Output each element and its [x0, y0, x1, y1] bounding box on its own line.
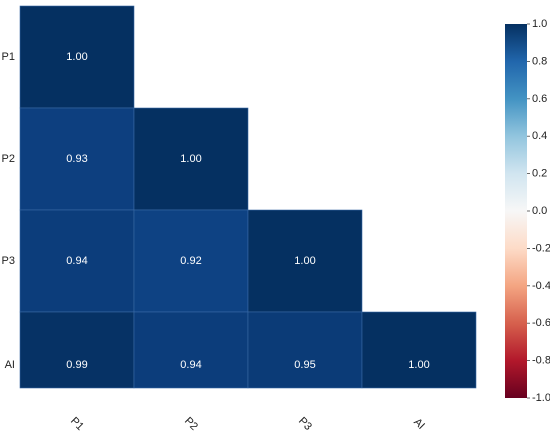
colorbar-tick-label: 0.0	[532, 205, 547, 217]
cell-value-label-ai-p1: 0.99	[66, 359, 87, 371]
cell-value-label-p1-p1: 1.00	[66, 51, 87, 63]
colorbar-tick-label: -0.8	[532, 355, 550, 367]
cell-value-label-p2-p2: 1.00	[180, 153, 201, 165]
cell-value-label-ai-p2: 0.94	[180, 359, 201, 371]
colorbar-tick-label: 0.2	[532, 168, 547, 180]
heatmap-cell-p2-p1	[19, 107, 135, 211]
colorbar-ticks: 1.0 0.8 0.6 0.4 0.2 0.0 -0.2 -0.4 -0.6 -0.8 -1.0	[527, 18, 550, 404]
heatmap-cell-ai-p2	[133, 311, 249, 389]
heatmap-cell-p3-p3	[247, 209, 363, 313]
colorbar-tick-label: -1.0	[532, 392, 550, 404]
x-tick-label-ai: AI	[411, 416, 427, 432]
cell-value-label-p2-p1: 0.93	[66, 153, 87, 165]
heatmap-cell-ai-p3	[247, 311, 363, 389]
colorbar: 1.0 0.8 0.6 0.4 0.2 0.0 -0.2 -0.4 -0.6 -0.8 -1.0	[505, 18, 550, 404]
colorbar-tick-label: -0.4	[532, 280, 550, 292]
heatmap-cells: 1.00 0.93 1.00 0.94 0.92 1.00 0.99 0.94 0.95 1.00	[19, 5, 477, 389]
y-tick-label-p1: P1	[2, 51, 15, 63]
cell-value-label-ai-ai: 1.00	[408, 359, 429, 371]
y-axis-tick-labels: P1 P2 P3 AI	[2, 51, 15, 371]
cell-value-label-ai-p3: 0.95	[294, 359, 315, 371]
y-tick-label-p2: P2	[2, 153, 15, 165]
heatmap-cell-p3-p2	[133, 209, 249, 313]
x-axis-tick-labels: P1 P2 P3 AI	[68, 415, 427, 432]
colorbar-tick-label: 0.8	[532, 55, 547, 67]
cell-value-label-p3-p2: 0.92	[180, 255, 201, 267]
x-tick-label-p3: P3	[296, 415, 314, 432]
colorbar-tick-label: -0.2	[532, 242, 550, 254]
y-tick-label-ai: AI	[5, 359, 15, 371]
cell-value-label-p3-p3: 1.00	[294, 255, 315, 267]
cell-value-label-p3-p1: 0.94	[66, 255, 87, 267]
heatmap-cell-ai-ai	[361, 311, 477, 389]
colorbar-tick-label: 1.0	[532, 18, 547, 30]
colorbar-tick-label: 0.6	[532, 93, 547, 105]
x-tick-label-p2: P2	[182, 415, 200, 432]
colorbar-gradient	[505, 24, 527, 398]
x-tick-label-p1: P1	[68, 415, 86, 432]
colorbar-tick-label: -0.6	[532, 317, 550, 329]
y-tick-label-p3: P3	[2, 255, 15, 267]
heatmap-cell-p2-p2	[133, 107, 249, 211]
heatmap-cell-p3-p1	[19, 209, 135, 313]
colorbar-tick-label: 0.4	[532, 130, 547, 142]
heatmap-cell-p1-p1	[19, 5, 135, 109]
heatmap-cell-ai-p1	[19, 311, 135, 389]
